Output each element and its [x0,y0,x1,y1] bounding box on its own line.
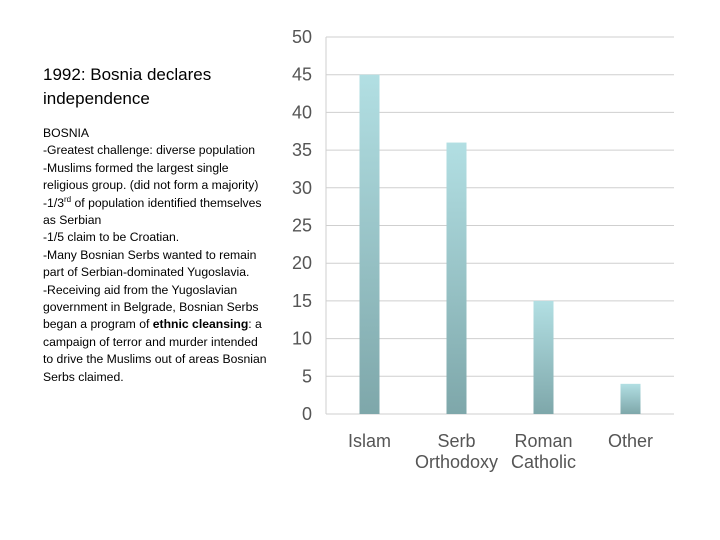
x-category-label-line2: Orthodoxy [415,452,498,472]
bullet-diverse-population: -Greatest challenge: diverse population [43,143,256,158]
bullet-serbian-suffix: of population identified themselves as S… [43,195,262,228]
y-tick-label: 20 [292,253,312,273]
bar-serb [446,142,467,414]
bullet-croatian-fifth: -1/5 claim to be Croatian. [43,230,180,245]
y-tick-label: 0 [302,404,312,424]
bars [359,74,641,414]
bullet-ethnic-suffix: : a campaign of terror and murder intend… [43,317,267,384]
text-panel: 1992: Bosnia declares independence BOSNI… [43,63,271,386]
y-axis-ticks: 0 5 10 15 20 25 30 35 40 45 50 [292,27,312,424]
gridlines [325,36,674,415]
bullet-serbian-sup: rd [64,194,72,204]
slide-title-line2: independence [43,89,150,108]
section-heading: BOSNIA [43,126,90,140]
bullet-serbian-third: -1/3rd of population identified themselv… [43,195,271,230]
bar-roman [533,300,554,414]
x-category-label: Islam [348,431,391,451]
y-tick-label: 35 [292,140,312,160]
bullet-muslims-largest: -Muslims formed the largest single relig… [43,160,259,193]
bullet-serbs-yugoslavia: -Many Bosnian Serbs wanted to remain par… [43,247,257,280]
y-tick-label: 15 [292,291,312,311]
bullet-ethnic-cleansing: -Receiving aid from the Yugoslavian gove… [43,282,271,386]
x-category-label: Serb [437,431,475,451]
y-tick-label: 10 [292,329,312,349]
bullet-serbian-prefix: -1/3 [43,195,65,210]
slide-title: 1992: Bosnia declares independence [43,63,271,111]
y-tick-label: 45 [292,65,312,85]
slide-title-line1: 1992: Bosnia declares [43,65,212,84]
y-tick-label: 30 [292,178,312,198]
bar-other [620,383,641,414]
bullet-ethnic-prefix: -Receiving aid from the Yugoslavian gove… [43,282,259,332]
x-category-label: Other [608,431,653,451]
y-tick-label: 5 [302,366,312,386]
y-tick-label: 25 [292,216,312,236]
term-ethnic-cleansing: ethnic cleansing [152,317,249,332]
x-category-label-line2: Catholic [511,452,576,472]
y-tick-label: 50 [292,27,312,47]
x-category-label: Roman [514,431,572,451]
bar-islam [359,74,380,414]
y-tick-label: 40 [292,102,312,122]
